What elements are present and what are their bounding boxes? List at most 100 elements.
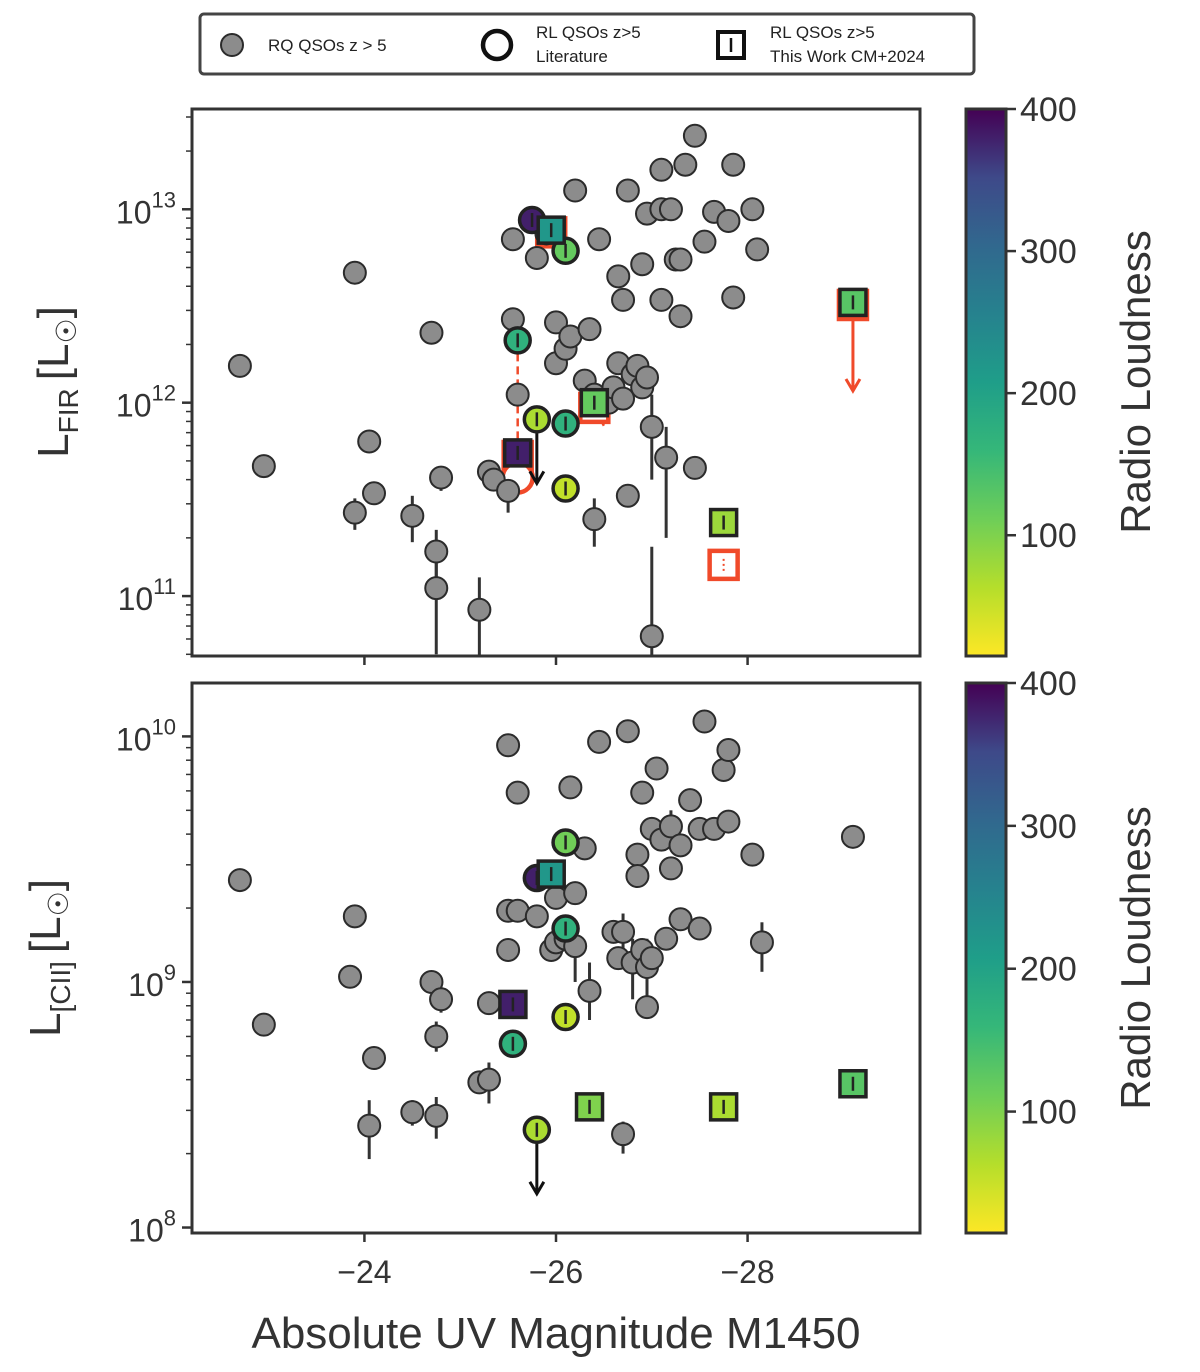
rq-qso-marker	[611, 287, 636, 312]
rq-qso-marker	[658, 814, 683, 839]
rq-qso-marker	[630, 252, 655, 277]
rq-qso-marker	[524, 904, 549, 929]
colorbar-bottom-gradient	[964, 681, 1008, 1235]
colorbar-top-gradient	[964, 107, 1008, 658]
rq-qso-marker	[716, 809, 741, 834]
rq-qso-marker	[342, 260, 367, 285]
rq-qso-marker	[749, 930, 774, 955]
y-tick-label: 109	[128, 960, 176, 1003]
fir-panel-markers	[227, 123, 868, 649]
rq-qso-marker	[668, 833, 693, 858]
rq-qso-marker	[649, 287, 674, 312]
rq-qso-marker	[496, 733, 521, 758]
fir-panel-red-limits	[500, 216, 870, 582]
rq-qso-marker	[400, 503, 425, 528]
rq-qso-marker	[654, 445, 679, 470]
rq-qso-marker	[740, 842, 765, 867]
y-tick-label: 1013	[116, 187, 176, 230]
rq-qso-marker	[716, 738, 741, 763]
rl-this-work-marker	[708, 507, 739, 538]
colorbar-top-label: Radio Loudness	[1112, 230, 1159, 534]
rq-qso-marker	[563, 178, 588, 203]
rq-qso-marker	[582, 507, 607, 532]
fir-panel-errorbars	[353, 394, 668, 656]
rq-qso-marker	[716, 208, 741, 233]
rq-qso-marker	[635, 995, 659, 1020]
x-axis-label: Absolute UV Magnitude M1450	[251, 1309, 860, 1358]
rq-qso-marker	[419, 320, 444, 345]
rq-qso-marker	[362, 481, 386, 506]
rq-qso-marker	[611, 1122, 636, 1147]
rq-qso-marker	[745, 237, 770, 262]
rq-qso-marker	[342, 500, 367, 525]
colorbar-bottom-ticks: 100 200 300 400	[1006, 665, 1077, 1132]
rq-qso-marker	[615, 719, 640, 744]
legend-lit-label-1: RL QSOs z>5	[536, 23, 641, 42]
cii-panel-frame	[190, 681, 922, 1235]
colorbar-top-ticks: 100 200 300 400	[1006, 91, 1077, 555]
rq-qso-marker	[692, 229, 717, 254]
rq-qso-marker	[251, 1012, 276, 1037]
rq-qso-marker	[635, 365, 659, 390]
rq-qso-marker	[424, 1024, 449, 1049]
rq-qso-marker	[682, 123, 707, 148]
rq-qso-marker	[615, 178, 640, 203]
rq-qso-marker	[658, 197, 683, 222]
rq-qso-marker	[611, 919, 636, 944]
rq-qso-marker	[625, 842, 650, 867]
rq-qso-marker	[687, 916, 712, 941]
rq-qso-marker	[692, 709, 717, 734]
rq-qso-marker	[840, 824, 865, 849]
rq-qso-marker	[606, 264, 631, 289]
colorbar-bottom-label: Radio Loudness	[1112, 806, 1159, 1110]
rq-qso-marker	[524, 245, 549, 270]
rq-qso-marker	[721, 152, 746, 177]
fir-panel-ticks: 1011 1012 1013	[116, 116, 749, 665]
rq-qso-marker	[577, 978, 602, 1003]
rq-qso-marker	[505, 382, 530, 407]
rq-qso-marker	[357, 429, 382, 454]
rq-qso-marker	[500, 227, 525, 252]
legend-rq-marker	[220, 33, 244, 57]
colorbar-tick-label: 200	[1020, 951, 1077, 989]
colorbar-tick-label: 400	[1020, 91, 1077, 129]
cii-ylabel: L[CII][L☉]	[21, 879, 76, 1037]
rq-qso-marker	[721, 285, 746, 310]
x-tick-label: −28	[720, 1254, 774, 1290]
cii-panel-markers	[227, 709, 868, 1197]
rq-qso-marker	[429, 465, 454, 490]
rq-qso-marker	[587, 227, 612, 252]
rq-qso-marker	[505, 780, 530, 805]
rq-qso-marker	[711, 757, 736, 782]
rq-qso-marker	[558, 775, 583, 800]
rq-qso-marker	[673, 152, 698, 177]
rq-qso-marker	[544, 310, 568, 335]
rq-qso-marker	[357, 1113, 382, 1138]
sun-symbol: ☉	[51, 318, 82, 343]
rl-this-work-marker	[708, 1092, 739, 1122]
rq-qso-marker	[740, 197, 765, 222]
rq-qso-marker	[658, 856, 683, 881]
colorbar-tick-label: 300	[1020, 233, 1077, 271]
colorbar-tick-label: 200	[1020, 375, 1077, 413]
cii-panel: −24 −26 −28 108 109 1010 L[CII][L☉]	[21, 681, 922, 1290]
colorbar-tick-label: 400	[1020, 665, 1077, 703]
rq-qso-marker	[625, 864, 650, 889]
rq-qso-marker	[577, 317, 602, 342]
rq-qso-marker	[400, 1100, 425, 1125]
rq-qso-marker	[563, 881, 588, 906]
y-tick-label: 1012	[116, 381, 176, 424]
rq-qso-marker	[615, 483, 640, 508]
cii-panel-ticks: −24 −26 −28 108 109 1010	[116, 714, 775, 1290]
rq-qso-marker	[227, 868, 252, 893]
sun-symbol: ☉	[43, 891, 74, 916]
rq-qso-marker	[654, 926, 679, 951]
rq-qso-marker	[424, 539, 449, 564]
fir-panel-frame	[190, 107, 922, 658]
rq-qso-marker	[496, 937, 521, 962]
rq-qso-marker	[587, 729, 612, 754]
rq-qso-marker	[467, 597, 492, 622]
rq-qso-marker	[649, 157, 674, 182]
